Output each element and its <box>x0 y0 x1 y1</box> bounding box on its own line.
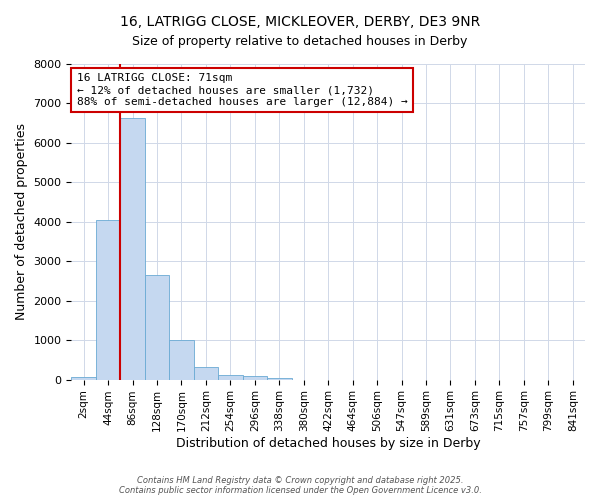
Bar <box>218 375 242 380</box>
Bar <box>169 340 194 380</box>
Bar <box>242 376 267 380</box>
Bar <box>267 378 292 380</box>
Bar <box>145 275 169 380</box>
X-axis label: Distribution of detached houses by size in Derby: Distribution of detached houses by size … <box>176 437 481 450</box>
Text: 16 LATRIGG CLOSE: 71sqm
← 12% of detached houses are smaller (1,732)
88% of semi: 16 LATRIGG CLOSE: 71sqm ← 12% of detache… <box>77 74 407 106</box>
Text: Size of property relative to detached houses in Derby: Size of property relative to detached ho… <box>133 35 467 48</box>
Text: 16, LATRIGG CLOSE, MICKLEOVER, DERBY, DE3 9NR: 16, LATRIGG CLOSE, MICKLEOVER, DERBY, DE… <box>120 15 480 29</box>
Bar <box>121 118 145 380</box>
Bar <box>194 367 218 380</box>
Text: Contains HM Land Registry data © Crown copyright and database right 2025.
Contai: Contains HM Land Registry data © Crown c… <box>119 476 481 495</box>
Y-axis label: Number of detached properties: Number of detached properties <box>15 124 28 320</box>
Bar <box>96 220 121 380</box>
Bar <box>71 377 96 380</box>
